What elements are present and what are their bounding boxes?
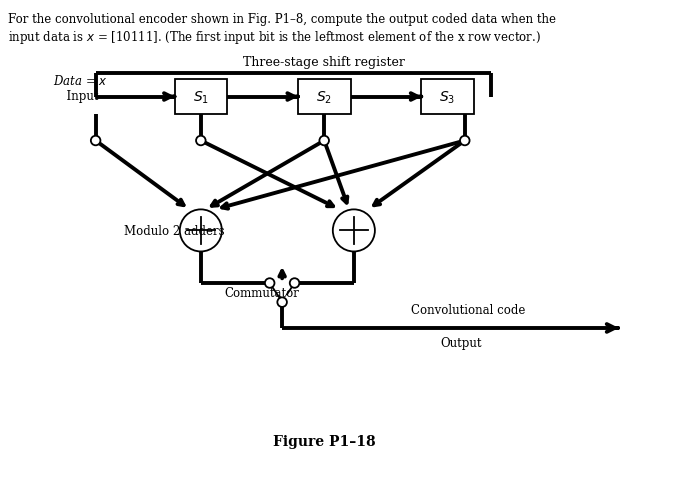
Text: Convolutional code: Convolutional code (411, 304, 526, 317)
Text: Input: Input (59, 90, 98, 103)
FancyBboxPatch shape (298, 80, 350, 115)
Circle shape (265, 279, 274, 288)
Text: input data is $x$ = [10111]. (The first input bit is the leftmost element of the: input data is $x$ = [10111]. (The first … (7, 29, 540, 46)
FancyBboxPatch shape (421, 80, 474, 115)
Circle shape (290, 279, 299, 288)
Text: $S_3$: $S_3$ (439, 89, 456, 106)
Circle shape (319, 136, 329, 146)
Text: $S_1$: $S_1$ (193, 89, 209, 106)
Circle shape (91, 136, 100, 146)
Text: Data = $x$: Data = $x$ (52, 74, 107, 88)
Text: $S_2$: $S_2$ (316, 89, 332, 106)
Text: Commutator: Commutator (225, 287, 299, 300)
Text: For the convolutional encoder shown in Fig. P1–8, compute the output coded data : For the convolutional encoder shown in F… (7, 13, 555, 26)
Circle shape (460, 136, 470, 146)
Text: Three-stage shift register: Three-stage shift register (243, 56, 405, 69)
FancyBboxPatch shape (175, 80, 227, 115)
Circle shape (180, 210, 222, 252)
Text: Modulo 2 adders: Modulo 2 adders (124, 225, 225, 238)
Circle shape (333, 210, 375, 252)
Text: Figure P1–18: Figure P1–18 (273, 434, 375, 448)
Circle shape (277, 298, 287, 307)
Circle shape (196, 136, 206, 146)
Text: Output: Output (440, 336, 481, 349)
